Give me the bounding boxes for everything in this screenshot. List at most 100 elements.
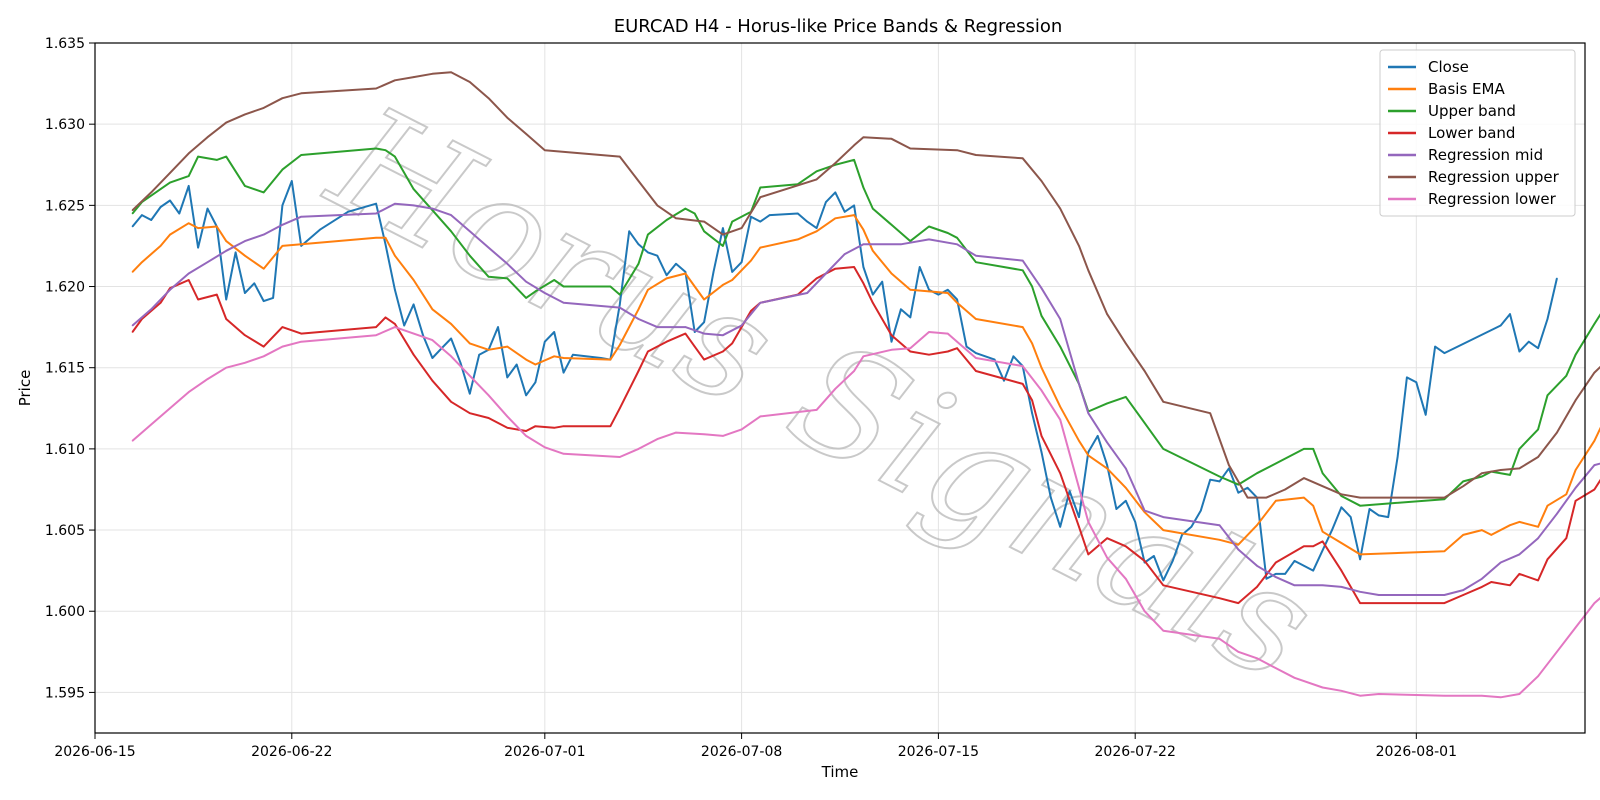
data-point-basis-ema xyxy=(637,308,640,311)
data-point-lower-band xyxy=(394,323,396,325)
data-point-lower-band xyxy=(647,350,649,353)
data-point-regression-upper xyxy=(759,196,762,198)
data-point-close xyxy=(1153,555,1155,557)
data-point-regression-upper xyxy=(619,155,621,158)
data-point-regression-upper xyxy=(450,71,452,73)
data-point-upper-band xyxy=(159,188,162,190)
data-point-regression-lower xyxy=(1143,610,1146,612)
data-point-lower-band xyxy=(862,282,865,285)
data-point-basis-ema xyxy=(947,292,949,294)
data-point-regression-upper xyxy=(1040,180,1043,182)
data-point-close xyxy=(740,261,743,264)
data-point-regression-lower xyxy=(244,362,246,364)
data-point-regression-upper xyxy=(834,162,837,164)
data-point-regression-lower xyxy=(1593,602,1596,604)
data-point-regression-upper xyxy=(412,76,415,78)
data-point-basis-ema xyxy=(300,243,303,246)
data-point-basis-ema xyxy=(928,290,930,293)
data-point-basis-ema xyxy=(225,240,227,242)
data-point-lower-band xyxy=(553,427,555,429)
data-point-basis-ema xyxy=(141,261,143,264)
data-point-basis-ema xyxy=(1546,504,1549,507)
data-point-upper-band xyxy=(216,159,218,161)
data-point-close xyxy=(722,227,724,229)
data-point-regression-mid xyxy=(412,204,415,207)
data-point-close xyxy=(1190,526,1193,528)
data-point-regression-lower xyxy=(1481,694,1483,697)
data-point-lower-band xyxy=(1125,545,1127,548)
data-point-regression-upper xyxy=(131,209,134,211)
data-point-close xyxy=(422,334,424,337)
data-point-lower-band xyxy=(815,277,818,280)
data-point-basis-ema xyxy=(684,272,687,275)
data-point-regression-mid xyxy=(431,207,434,210)
data-point-upper-band xyxy=(703,230,705,233)
data-point-basis-ema xyxy=(1518,521,1521,523)
data-point-close xyxy=(1368,508,1371,510)
data-point-upper-band xyxy=(1359,504,1361,507)
legend-label: Lower band xyxy=(1428,124,1515,142)
data-point-basis-ema xyxy=(815,230,818,233)
data-point-basis-ema xyxy=(1031,342,1033,345)
x-tick-label: 2026-06-22 xyxy=(251,744,332,760)
data-point-regression-lower xyxy=(1162,629,1165,632)
data-point-regression-mid xyxy=(1106,441,1108,444)
data-point-basis-ema xyxy=(731,279,733,281)
data-point-basis-ema xyxy=(1312,504,1314,507)
data-point-regression-upper xyxy=(1537,456,1539,458)
data-point-close xyxy=(1443,352,1446,354)
data-point-regression-mid xyxy=(469,230,471,233)
data-point-regression-upper xyxy=(187,152,190,155)
data-point-basis-ema xyxy=(216,225,218,228)
data-point-regression-lower xyxy=(450,355,452,358)
data-point-regression-lower xyxy=(928,331,930,333)
data-point-regression-mid xyxy=(1021,259,1024,262)
legend-label: Regression mid xyxy=(1428,146,1543,164)
data-point-close xyxy=(1528,340,1530,343)
data-point-close xyxy=(993,358,996,361)
data-point-upper-band xyxy=(1546,394,1549,397)
data-point-upper-band xyxy=(947,232,949,234)
data-point-regression-mid xyxy=(1143,509,1146,512)
data-point-basis-ema xyxy=(169,233,171,236)
data-point-regression-upper xyxy=(1265,496,1268,499)
data-point-upper-band xyxy=(1565,375,1568,377)
data-point-regression-lower xyxy=(722,435,724,437)
data-point-basis-ema xyxy=(244,254,246,257)
data-point-regression-lower xyxy=(469,375,471,377)
data-point-close xyxy=(759,220,762,223)
data-point-regression-mid xyxy=(1237,548,1240,551)
data-point-upper-band xyxy=(487,276,490,278)
series-line-basis-ema xyxy=(131,214,1600,556)
data-point-regression-mid xyxy=(1593,464,1596,466)
data-point-regression-lower xyxy=(675,431,677,434)
data-point-regression-lower xyxy=(890,349,893,351)
data-point-close xyxy=(1246,487,1249,489)
data-point-regression-lower xyxy=(487,394,490,397)
data-point-lower-band xyxy=(890,334,893,337)
data-point-upper-band xyxy=(300,154,303,156)
data-point-upper-band xyxy=(1312,448,1314,450)
data-point-lower-band xyxy=(1481,586,1483,588)
data-point-lower-band xyxy=(1218,597,1221,599)
data-point-regression-mid xyxy=(900,243,902,246)
data-point-regression-upper xyxy=(262,107,265,109)
data-point-regression-lower xyxy=(619,456,621,458)
series-regression-lower xyxy=(131,326,1600,699)
data-point-close xyxy=(525,394,527,397)
data-point-close xyxy=(394,289,396,291)
data-point-regression-lower xyxy=(1462,694,1464,697)
series-regression-upper xyxy=(131,71,1600,499)
data-point-close xyxy=(900,308,902,311)
data-point-close xyxy=(1162,579,1165,582)
data-point-basis-ema xyxy=(1462,534,1464,536)
data-point-lower-band xyxy=(159,302,162,304)
data-point-regression-upper xyxy=(1359,496,1361,499)
data-point-basis-ema xyxy=(562,357,565,359)
data-point-lower-band xyxy=(834,267,837,270)
data-point-lower-band xyxy=(1303,545,1305,548)
data-point-regression-lower xyxy=(300,340,303,343)
data-point-close xyxy=(1396,456,1399,458)
data-point-basis-ema xyxy=(131,271,134,273)
